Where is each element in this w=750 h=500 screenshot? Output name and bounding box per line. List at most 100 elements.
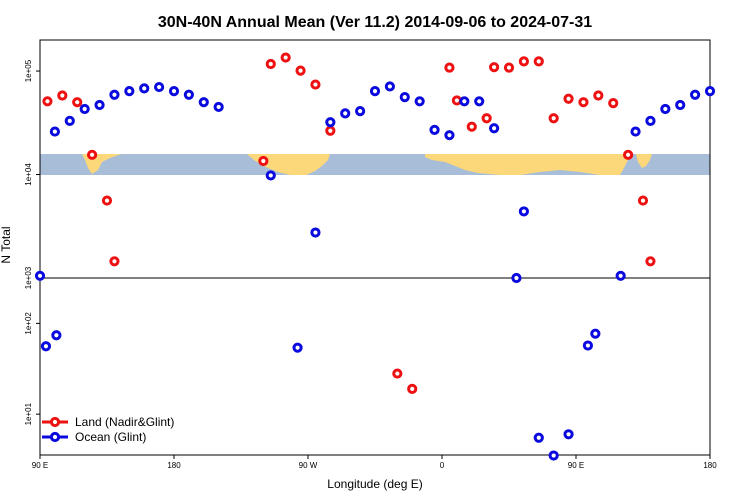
ocean-data-point bbox=[325, 117, 336, 128]
land-data-point bbox=[407, 383, 418, 394]
ocean-data-point bbox=[265, 170, 276, 181]
map-strip bbox=[40, 154, 710, 175]
ocean-data-point bbox=[590, 328, 601, 339]
ocean-data-point bbox=[704, 85, 716, 97]
land-data-point bbox=[623, 149, 634, 160]
ocean-data-point bbox=[355, 106, 366, 117]
land-data-point bbox=[101, 195, 113, 206]
legend-marker-land bbox=[49, 416, 61, 428]
ocean-data-point bbox=[168, 85, 180, 97]
ocean-data-point bbox=[109, 89, 120, 100]
ocean-data-point bbox=[40, 341, 52, 352]
lower-panel-frame bbox=[39, 277, 711, 456]
ocean-data-point bbox=[582, 340, 594, 351]
land-data-point bbox=[42, 96, 53, 107]
ocean-data-point bbox=[444, 130, 455, 141]
land-data-point bbox=[258, 155, 269, 167]
ocean-data-point bbox=[429, 124, 440, 135]
x-tick-label: 180 bbox=[167, 461, 181, 470]
land-data-point bbox=[310, 79, 321, 90]
ocean-data-point bbox=[518, 206, 529, 217]
x-tick-label: 180 bbox=[703, 461, 717, 470]
ocean-data-point bbox=[34, 270, 46, 281]
ocean-data-point bbox=[183, 89, 194, 100]
ocean-data-point bbox=[414, 96, 425, 107]
ocean-data-point bbox=[675, 99, 686, 111]
land-data-point bbox=[578, 97, 589, 108]
land-data-point bbox=[265, 58, 276, 70]
ocean-data-point bbox=[399, 92, 410, 103]
land-data-point bbox=[57, 90, 68, 101]
land-data-point bbox=[563, 93, 574, 104]
ocean-data-point bbox=[213, 101, 224, 113]
land-africa-eurasia bbox=[425, 154, 630, 175]
y-axis-label: N Total bbox=[0, 226, 13, 263]
ocean-data-point bbox=[511, 272, 522, 284]
ocean-data-point bbox=[64, 115, 75, 126]
ocean-data-point bbox=[459, 96, 470, 107]
land-data-point bbox=[608, 98, 619, 109]
land-data-point bbox=[280, 52, 291, 63]
land-data-point bbox=[109, 256, 120, 267]
legend-marker-ocean bbox=[49, 431, 61, 443]
data-points bbox=[34, 52, 716, 461]
land-data-point bbox=[548, 113, 559, 124]
land-data-point bbox=[645, 256, 656, 267]
ocean-data-point bbox=[474, 96, 485, 107]
y-axis-lower: 1e+01 1e+02 bbox=[24, 312, 40, 425]
land-east-asia bbox=[636, 154, 652, 168]
chart-title: 30N-40N Annual Mean (Ver 11.2) 2014-09-0… bbox=[158, 14, 592, 31]
y-tick-label: 1e+04 bbox=[24, 163, 33, 186]
ocean-data-point bbox=[198, 97, 209, 108]
ocean-data-point bbox=[645, 115, 656, 126]
land-data-point bbox=[72, 97, 83, 108]
x-axis-label: Longitude (deg E) bbox=[327, 477, 422, 491]
ocean-data-point bbox=[615, 270, 626, 281]
ocean-data-point bbox=[340, 108, 351, 119]
ocean-data-point bbox=[630, 126, 641, 137]
x-axis: 90 E 180 90 W 0 90 E 180 bbox=[32, 455, 717, 470]
land-data-point bbox=[503, 62, 515, 73]
land-data-point bbox=[392, 368, 403, 379]
land-data-point bbox=[295, 65, 306, 76]
ocean-data-point bbox=[563, 429, 574, 440]
land-eurasia-west bbox=[40, 154, 122, 174]
land-data-point bbox=[518, 56, 529, 67]
ocean-data-point bbox=[124, 85, 135, 97]
land-data-point bbox=[593, 90, 604, 101]
ocean-data-point bbox=[660, 103, 671, 115]
ocean-data-point bbox=[310, 227, 321, 238]
ocean-data-point bbox=[49, 126, 60, 137]
ocean-data-point bbox=[548, 450, 559, 461]
ocean-data-point bbox=[533, 432, 544, 443]
ocean-data-point bbox=[94, 99, 105, 111]
ocean-data-point bbox=[292, 342, 303, 353]
land-data-point bbox=[444, 62, 455, 73]
ocean-data-point bbox=[154, 81, 165, 93]
legend-label-ocean: Ocean (Glint) bbox=[75, 430, 146, 444]
y-tick-label: 1e+03 bbox=[24, 266, 33, 289]
y-tick-label: 1e+01 bbox=[24, 402, 33, 425]
x-tick-label: 90 E bbox=[32, 461, 48, 470]
land-data-point bbox=[481, 113, 492, 124]
x-tick-label: 0 bbox=[440, 461, 445, 470]
ocean-data-point bbox=[384, 81, 395, 92]
x-tick-label: 90 E bbox=[568, 461, 584, 470]
x-tick-label: 90 W bbox=[299, 461, 318, 470]
y-tick-label: 1e+02 bbox=[24, 312, 33, 335]
ocean-data-point bbox=[489, 123, 500, 134]
ocean-data-point bbox=[369, 85, 381, 97]
land-data-point bbox=[489, 62, 500, 73]
legend: Land (Nadir&Glint) Ocean (Glint) bbox=[42, 415, 174, 444]
land-data-point bbox=[325, 125, 336, 136]
ocean-data-point bbox=[79, 103, 90, 115]
land-data-point bbox=[87, 149, 98, 160]
ocean-data-point bbox=[51, 330, 62, 341]
ocean-data-point bbox=[139, 83, 150, 94]
legend-label-land: Land (Nadir&Glint) bbox=[75, 415, 174, 429]
y-axis-upper: 1e+03 1e+04 1e+05 bbox=[24, 59, 40, 289]
ocean-data-point bbox=[690, 89, 701, 100]
land-data-point bbox=[637, 195, 649, 206]
land-data-point bbox=[466, 121, 477, 132]
